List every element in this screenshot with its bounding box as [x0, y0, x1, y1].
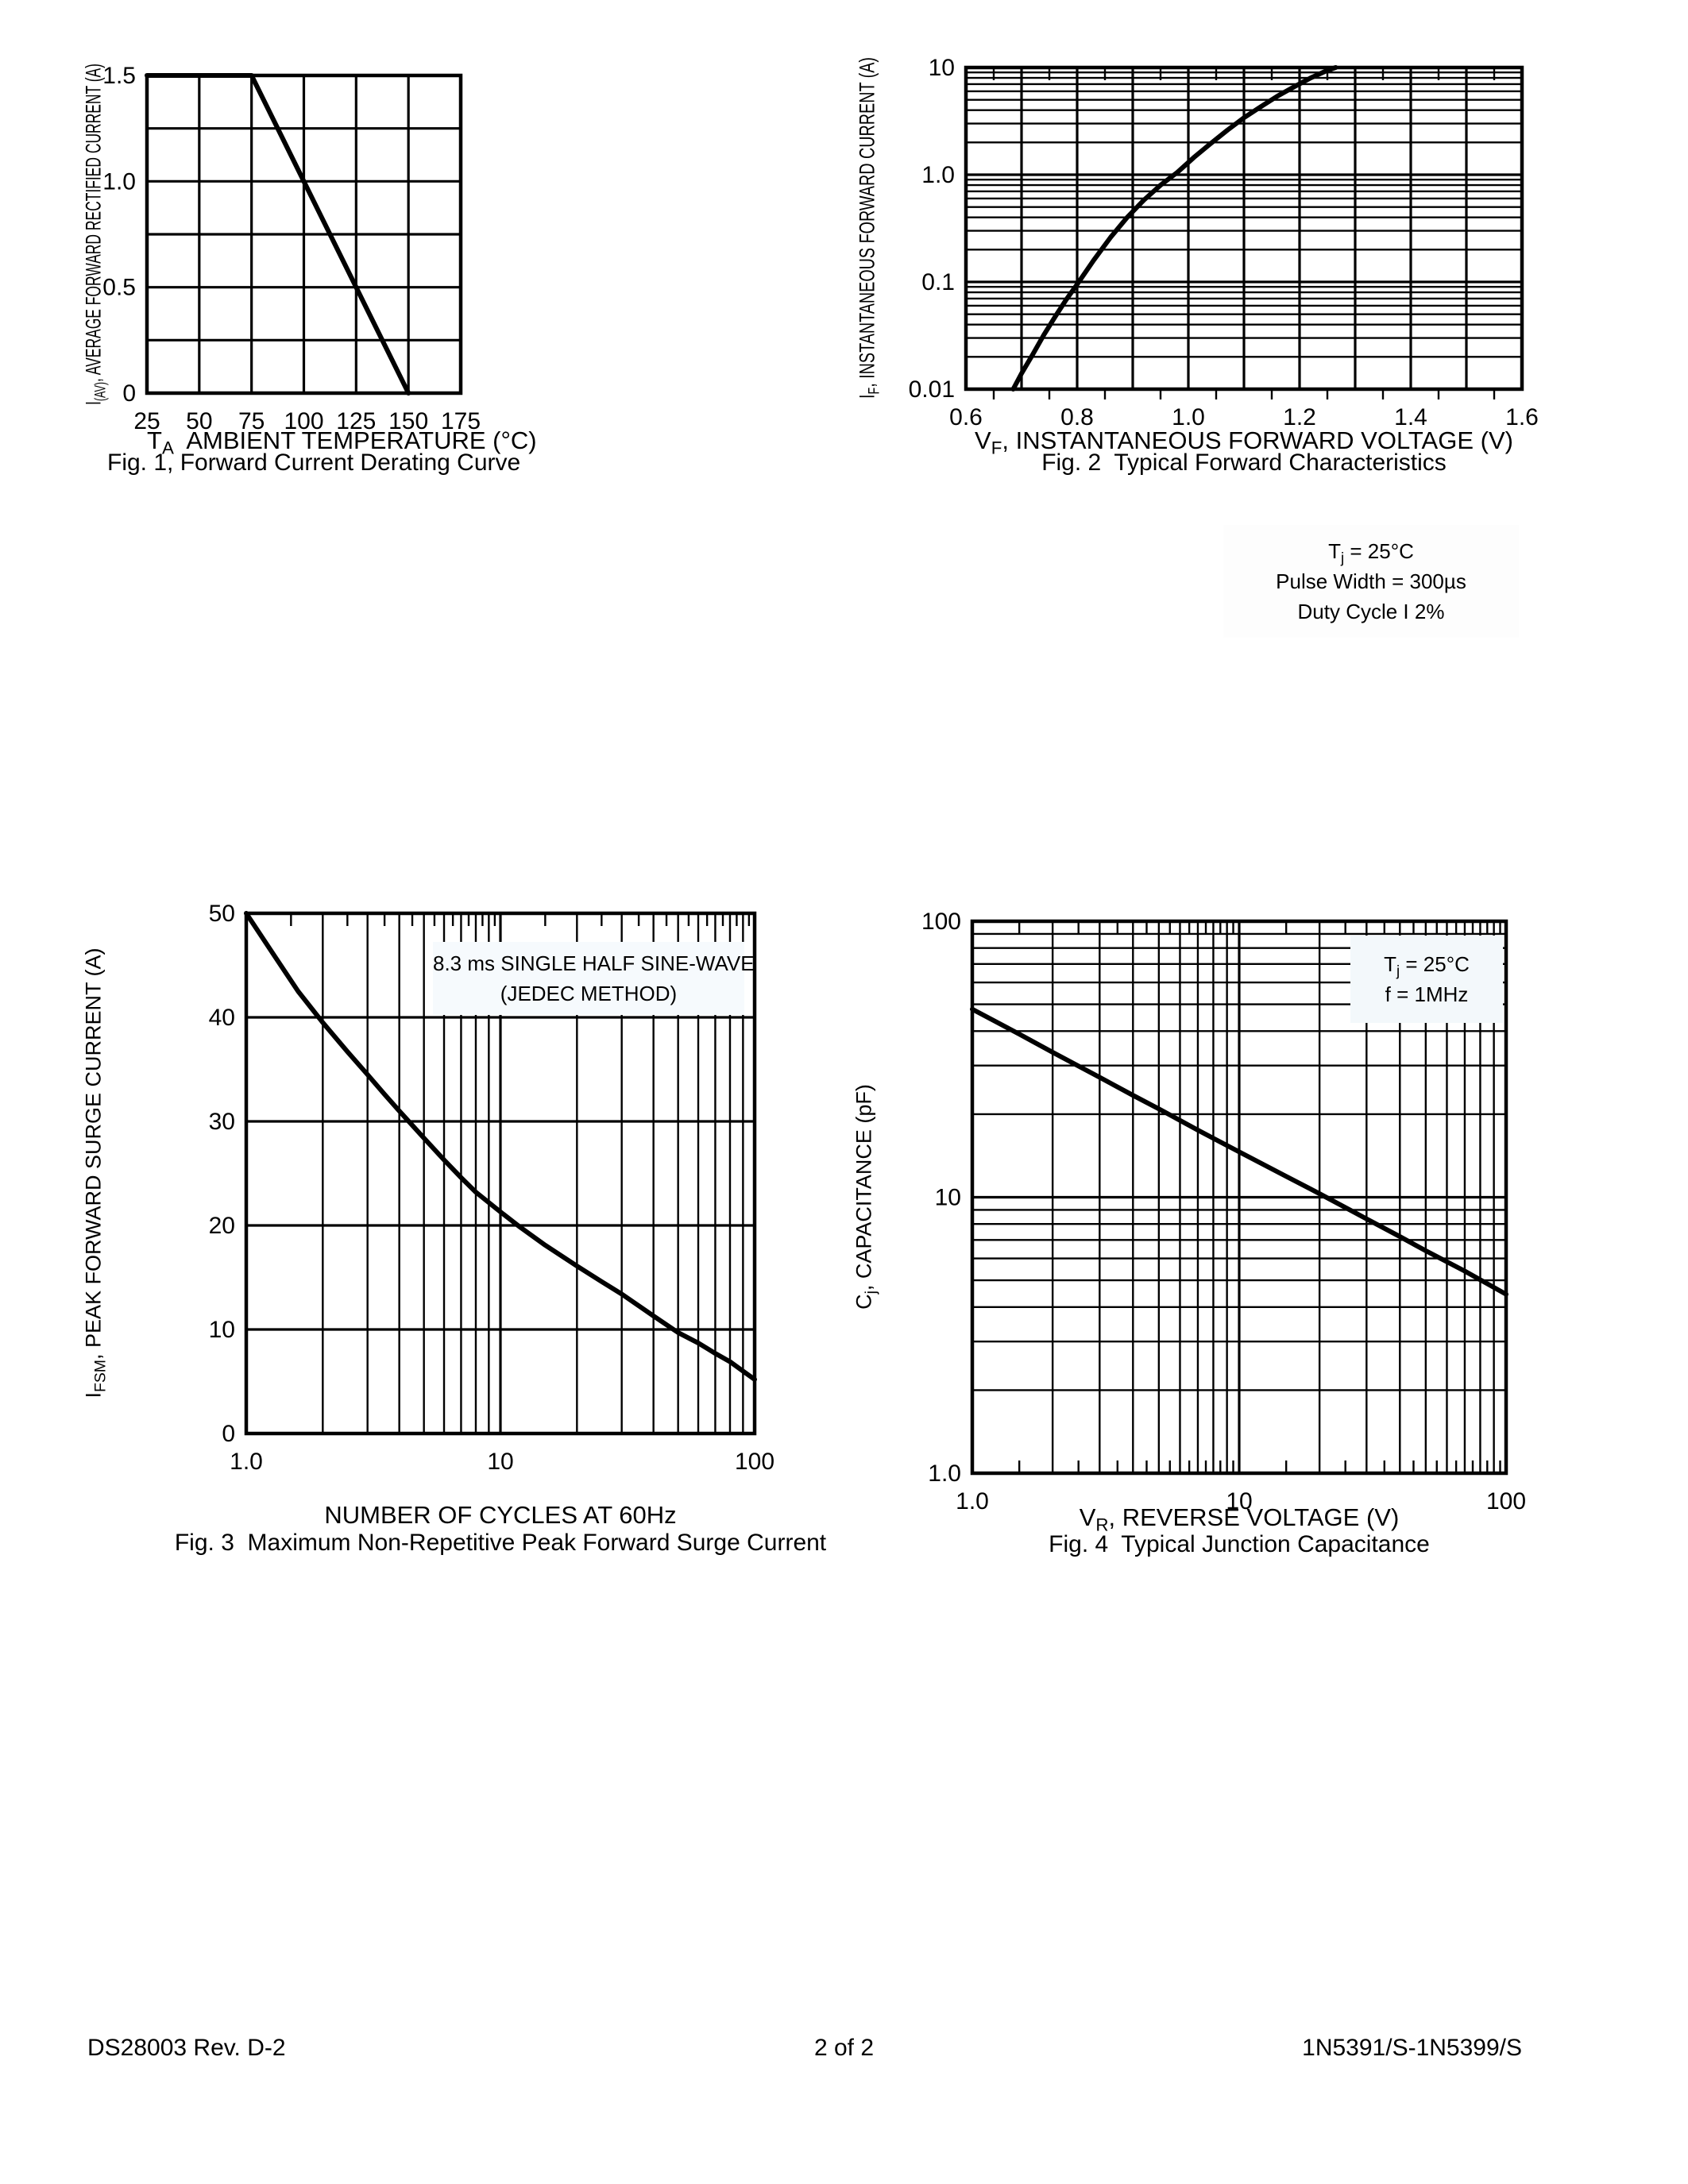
fig4-y-axis-label: Cj, CAPACITANCE (pF) — [852, 1084, 880, 1310]
svg-text:1.0: 1.0 — [1172, 404, 1205, 430]
svg-text:150: 150 — [388, 408, 428, 434]
svg-text:1.0: 1.0 — [230, 1449, 263, 1475]
fig2-plot-area: 0.6 0.8 1.0 1.2 1.4 1.6 10 1.0 0.1 0.01 — [909, 55, 1539, 430]
svg-text:1.0: 1.0 — [921, 162, 955, 188]
fig4-condition-tj: Tj = 25°C — [1384, 952, 1470, 979]
fig1-y-axis-label: I(AV), AVERAGE FORWARD RECTIFIED CURRENT… — [81, 63, 110, 406]
svg-text:10: 10 — [487, 1449, 513, 1475]
svg-text:100: 100 — [1486, 1488, 1526, 1515]
fig3-y-axis-label: IFSM, PEAK FORWARD SURGE CURRENT (A) — [81, 947, 110, 1399]
fig3-x-axis-label: NUMBER OF CYCLES AT 60Hz — [324, 1501, 677, 1529]
fig3-caption: Fig. 3 Maximum Non-Repetitive Peak Forwa… — [174, 1530, 827, 1556]
svg-text:1.4: 1.4 — [1394, 404, 1427, 430]
fig4-x-axis-label: VR, REVERSE VOLTAGE (V) — [1079, 1503, 1400, 1535]
svg-text:25: 25 — [133, 408, 160, 434]
svg-text:1.0: 1.0 — [928, 1461, 961, 1487]
svg-text:1.5: 1.5 — [102, 63, 136, 89]
fig1-caption: Fig. 1, Forward Current Derating Curve — [107, 450, 521, 476]
svg-text:10: 10 — [1226, 1488, 1252, 1515]
fig4-plot-area: 1.0 10 100 100 10 1.0 — [921, 909, 1526, 1515]
svg-text:0.1: 0.1 — [921, 269, 955, 295]
fig4-test-conditions-note: Tj = 25°C f = 1MHz — [1350, 936, 1503, 1023]
fig4-caption: Fig. 4 Typical Junction Capacitance — [1049, 1531, 1430, 1557]
fig2-condition-duty-cycle: Duty Cycle I 2% — [1297, 600, 1445, 623]
svg-text:0.6: 0.6 — [949, 404, 983, 430]
svg-text:50: 50 — [209, 901, 235, 927]
svg-text:0.01: 0.01 — [909, 376, 955, 403]
svg-text:175: 175 — [441, 408, 481, 434]
fig2-y-axis-label: IF, INSTANTANEOUS FORWARD CURRENT (A) — [855, 57, 883, 399]
svg-text:1.6: 1.6 — [1505, 404, 1539, 430]
svg-text:20: 20 — [209, 1213, 235, 1239]
fig1-plot-area: 25 50 75 100 125 150 175 1.5 1.0 0.5 0 — [102, 63, 481, 434]
svg-text:10: 10 — [209, 1317, 235, 1343]
fig2-test-conditions-note: Tj = 25°C Pulse Width = 300µs Duty Cycle… — [1223, 525, 1519, 638]
fig1-x-axis-label: TA AMBIENT TEMPERATURE (°C) — [147, 426, 537, 458]
svg-text:75: 75 — [238, 408, 265, 434]
svg-text:125: 125 — [336, 408, 376, 434]
svg-text:40: 40 — [209, 1005, 235, 1031]
svg-text:10: 10 — [935, 1185, 961, 1211]
fig2-condition-pulse-width: Pulse Width = 300µs — [1276, 569, 1466, 593]
svg-text:1.0: 1.0 — [102, 168, 136, 195]
footer-part-range: 1N5391/S-1N5399/S — [1302, 2035, 1522, 2061]
svg-text:100: 100 — [735, 1449, 774, 1475]
fig2-caption: Fig. 2 Typical Forward Characteristics — [1041, 450, 1447, 476]
footer-page-indicator: 2 of 2 — [813, 2035, 875, 2061]
fig4-condition-frequency: f = 1MHz — [1385, 982, 1469, 1006]
svg-text:100: 100 — [921, 909, 961, 935]
svg-text:1.2: 1.2 — [1283, 404, 1316, 430]
svg-text:50: 50 — [186, 408, 212, 434]
fig2-condition-tj: Tj = 25°C — [1328, 539, 1414, 566]
fig3-note-line2: (JEDEC METHOD) — [500, 982, 678, 1005]
footer-document-number: DS28003 Rev. D-2 — [87, 2035, 286, 2061]
svg-text:0.5: 0.5 — [102, 275, 136, 301]
svg-text:0: 0 — [122, 380, 136, 407]
fig3-test-method-note: 8.3 ms SINGLE HALF SINE-WAVE (JEDEC METH… — [433, 942, 755, 1015]
svg-text:100: 100 — [284, 408, 323, 434]
fig3-note-line1: 8.3 ms SINGLE HALF SINE-WAVE — [433, 951, 755, 975]
fig2-x-axis-label: VF, INSTANTANEOUS FORWARD VOLTAGE (V) — [975, 426, 1513, 458]
svg-text:30: 30 — [209, 1109, 235, 1135]
svg-text:10: 10 — [929, 55, 955, 81]
svg-text:1.0: 1.0 — [956, 1488, 989, 1515]
svg-text:0: 0 — [222, 1421, 235, 1447]
svg-text:0.8: 0.8 — [1060, 404, 1094, 430]
